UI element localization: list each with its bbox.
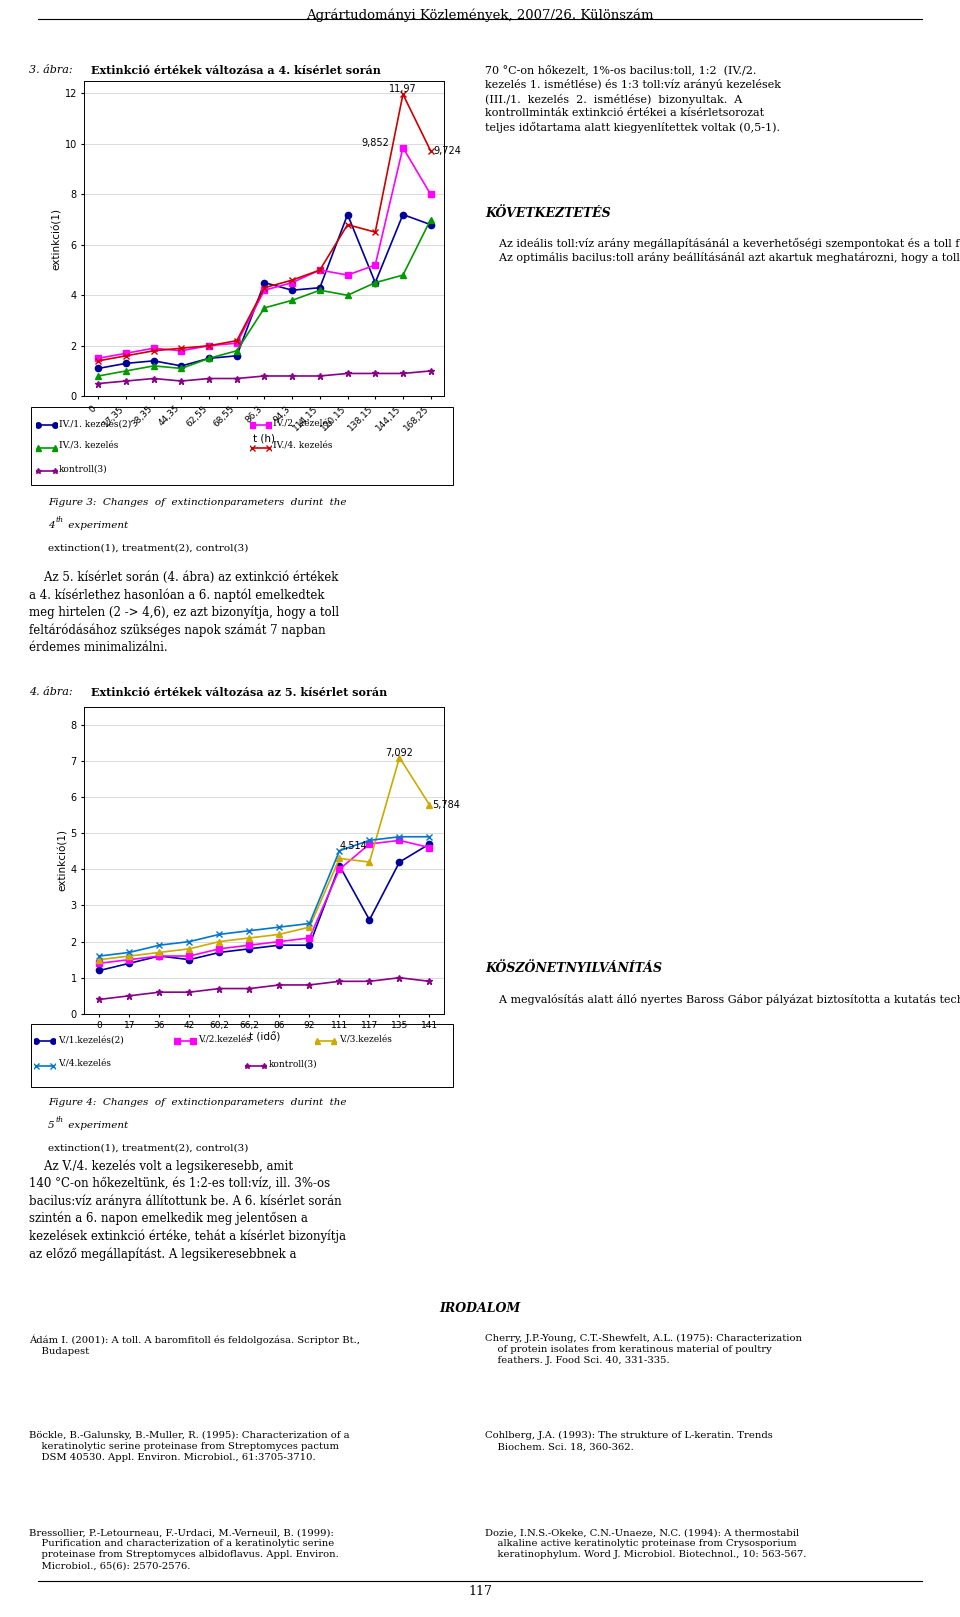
Text: Ádám I. (2001): A toll. A baromfitoll és feldolgozása. Scriptor Bt.,
    Budapes: Ádám I. (2001): A toll. A baromfitoll és…: [29, 1334, 360, 1355]
X-axis label: t (h): t (h): [253, 433, 276, 443]
Text: experiment: experiment: [65, 1121, 129, 1130]
Text: Az ideális toll:víz arány megállapításánál a keverhetőségi szempontokat és a tol: Az ideális toll:víz arány megállapításán…: [485, 238, 960, 264]
Text: 4: 4: [48, 521, 55, 530]
Text: 4,514: 4,514: [340, 841, 368, 851]
Text: Agrártudományi Közlemények, 2007/26. Különszám: Agrártudományi Közlemények, 2007/26. Kül…: [306, 8, 654, 23]
Text: 5,784: 5,784: [432, 800, 461, 810]
Text: IV./1. kezelés(2): IV./1. kezelés(2): [59, 419, 131, 429]
Text: 117: 117: [468, 1585, 492, 1598]
Text: 9,852: 9,852: [361, 137, 389, 147]
Text: Figure 4:  Changes  of  extinctionparameters  durint  the: Figure 4: Changes of extinctionparameter…: [48, 1098, 347, 1108]
Text: KÖSZÖNETNYILVÁNÍTÁS: KÖSZÖNETNYILVÁNÍTÁS: [485, 962, 661, 975]
Text: IV./2. kezelés: IV./2. kezelés: [274, 419, 333, 429]
Text: Az V./4. kezelés volt a legsikeresebb, amit
140 °C-on hőkezeltünk, és 1:2-es tol: Az V./4. kezelés volt a legsikeresebb, a…: [29, 1159, 346, 1261]
Text: Figure 3:  Changes  of  extinctionparameters  durint  the: Figure 3: Changes of extinctionparameter…: [48, 498, 347, 508]
Text: th: th: [56, 1116, 63, 1124]
Y-axis label: extinkció(1): extinkció(1): [58, 830, 68, 891]
Text: KÖVETKEZTETÉS: KÖVETKEZTETÉS: [485, 207, 611, 220]
Text: A megvalósítás alatt álló nyertes Baross Gábor pályázat biztosította a kutatás t: A megvalósítás alatt álló nyertes Baross…: [485, 994, 960, 1006]
Text: V./4.kezelés: V./4.kezelés: [58, 1059, 110, 1069]
Y-axis label: extinkció(1): extinkció(1): [52, 207, 61, 270]
Text: experiment: experiment: [65, 521, 129, 530]
Text: V./3.kezelés: V./3.kezelés: [339, 1035, 392, 1045]
Text: Bressollier, P.-Letourneau, F.-Urdaci, M.-Verneuil, B. (1999):
    Purification : Bressollier, P.-Letourneau, F.-Urdaci, M…: [29, 1528, 339, 1570]
Text: extinction(1), treatment(2), control(3): extinction(1), treatment(2), control(3): [48, 543, 249, 553]
Text: Cohlberg, J.A. (1993): The strukture of L-keratin. Trends
    Biochem. Sci. 18, : Cohlberg, J.A. (1993): The strukture of …: [485, 1431, 773, 1452]
Text: 3. ábra:: 3. ábra:: [29, 65, 76, 74]
Text: kontroll(3): kontroll(3): [269, 1059, 318, 1069]
Text: Cherry, J.P.-Young, C.T.-Shewfelt, A.L. (1975): Characterization
    of protein : Cherry, J.P.-Young, C.T.-Shewfelt, A.L. …: [485, 1334, 802, 1365]
Text: IV./4. kezelés: IV./4. kezelés: [274, 441, 333, 451]
X-axis label: t (idő): t (idő): [249, 1032, 280, 1043]
Text: Dozie, I.N.S.-Okeke, C.N.-Unaeze, N.C. (1994): A thermostabil
    alkaline activ: Dozie, I.N.S.-Okeke, C.N.-Unaeze, N.C. (…: [485, 1528, 806, 1559]
Text: Böckle, B.-Galunsky, B.-Muller, R. (1995): Characterization of a
    keratinolyt: Böckle, B.-Galunsky, B.-Muller, R. (1995…: [29, 1431, 349, 1462]
Text: Az 5. kísérlet során (4. ábra) az extinkció értékek
a 4. kísérlethez hasonlóan a: Az 5. kísérlet során (4. ábra) az extink…: [29, 571, 339, 653]
Text: 11,97: 11,97: [389, 84, 417, 94]
Text: IV./3. kezelés: IV./3. kezelés: [59, 441, 118, 451]
Text: Extinkció értékek változása a 4. kísérlet során: Extinkció értékek változása a 4. kísérle…: [91, 65, 381, 76]
Text: 9,724: 9,724: [433, 146, 461, 155]
Text: 5: 5: [48, 1121, 55, 1130]
Text: Extinkció értékek változása az 5. kísérlet során: Extinkció értékek változása az 5. kísérl…: [91, 687, 388, 699]
Text: kontroll(3): kontroll(3): [59, 464, 108, 474]
Text: V./1.kezelés(2): V./1.kezelés(2): [58, 1035, 123, 1045]
Text: 7,092: 7,092: [386, 747, 414, 757]
Text: IRODALOM: IRODALOM: [440, 1302, 520, 1315]
Text: extinction(1), treatment(2), control(3): extinction(1), treatment(2), control(3): [48, 1143, 249, 1153]
Text: V./2.kezelés: V./2.kezelés: [199, 1035, 252, 1045]
Text: th: th: [56, 516, 63, 524]
Text: 4. ábra:: 4. ábra:: [29, 687, 76, 697]
Text: 70 °C-on hőkezelt, 1%-os bacilus:toll, 1:2  (IV./2.
kezelés 1. ismétlése) és 1:3: 70 °C-on hőkezelt, 1%-os bacilus:toll, 1…: [485, 65, 780, 133]
